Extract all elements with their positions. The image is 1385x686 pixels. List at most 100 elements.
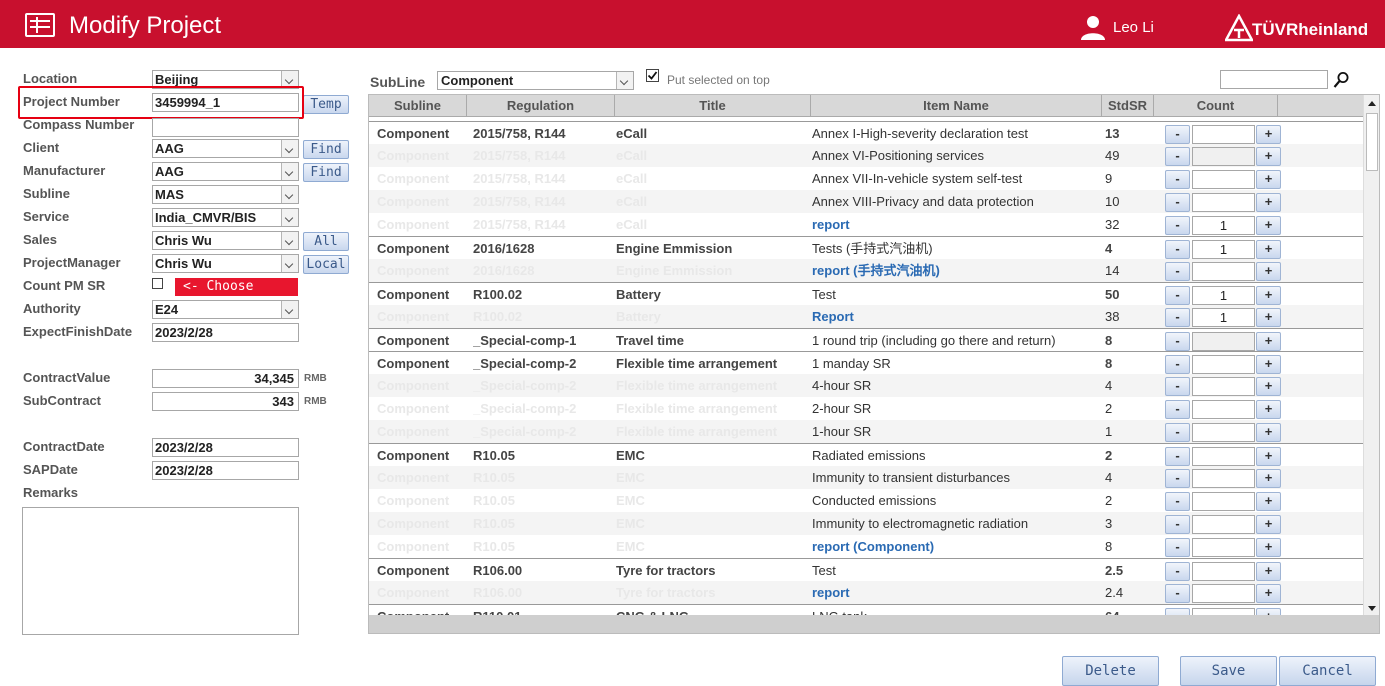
decrement-button[interactable]: - xyxy=(1165,240,1190,259)
increment-button[interactable]: + xyxy=(1256,447,1281,466)
increment-button[interactable]: + xyxy=(1256,469,1281,488)
scrollbar-thumb[interactable] xyxy=(1366,113,1378,171)
chevron-down-icon[interactable] xyxy=(281,163,298,180)
count-input[interactable] xyxy=(1192,562,1255,581)
chevron-down-icon[interactable] xyxy=(281,186,298,203)
decrement-button[interactable]: - xyxy=(1165,286,1190,305)
chevron-down-icon[interactable] xyxy=(281,209,298,226)
decrement-button[interactable]: - xyxy=(1165,355,1190,374)
remarks-textarea[interactable] xyxy=(22,507,299,635)
sales-select[interactable]: Chris Wu xyxy=(152,231,299,250)
service-select[interactable]: India_CMVR/BIS xyxy=(152,208,299,227)
expect-finish-date-input[interactable]: 2023/2/28 xyxy=(152,323,299,342)
increment-button[interactable]: + xyxy=(1256,423,1281,442)
decrement-button[interactable]: - xyxy=(1165,515,1190,534)
col-title[interactable]: Title xyxy=(615,95,811,117)
manufacturer-select[interactable]: AAG xyxy=(152,162,299,181)
col-stdsr[interactable]: StdSR xyxy=(1102,95,1154,117)
table-scrollbar[interactable] xyxy=(1363,95,1379,617)
scroll-up-icon[interactable] xyxy=(1366,98,1378,110)
decrement-button[interactable]: - xyxy=(1165,469,1190,488)
chevron-down-icon[interactable] xyxy=(281,71,298,88)
count-input[interactable]: 1 xyxy=(1192,240,1255,259)
col-count[interactable]: Count xyxy=(1154,95,1278,117)
increment-button[interactable]: + xyxy=(1256,332,1281,351)
project-manager-select[interactable]: Chris Wu xyxy=(152,254,299,273)
increment-button[interactable]: + xyxy=(1256,308,1281,327)
count-input[interactable] xyxy=(1192,262,1255,281)
decrement-button[interactable]: - xyxy=(1165,584,1190,603)
count-input[interactable]: 1 xyxy=(1192,216,1255,235)
increment-button[interactable]: + xyxy=(1256,538,1281,557)
decrement-button[interactable]: - xyxy=(1165,608,1190,617)
count-input[interactable] xyxy=(1192,125,1255,144)
count-input[interactable]: 1 xyxy=(1192,286,1255,305)
authority-select[interactable]: E24 xyxy=(152,300,299,319)
increment-button[interactable]: + xyxy=(1256,147,1281,166)
count-input[interactable] xyxy=(1192,332,1255,351)
contract-value-input[interactable]: 34,345 xyxy=(152,369,299,388)
user-name[interactable]: Leo Li xyxy=(1113,19,1154,36)
cancel-button[interactable]: Cancel xyxy=(1279,656,1376,686)
count-input[interactable] xyxy=(1192,147,1255,166)
chevron-down-icon[interactable] xyxy=(281,255,298,272)
put-selected-checkbox[interactable] xyxy=(646,69,659,82)
decrement-button[interactable]: - xyxy=(1165,193,1190,212)
location-select[interactable]: Beijing xyxy=(152,70,299,89)
count-input[interactable] xyxy=(1192,584,1255,603)
decrement-button[interactable]: - xyxy=(1165,216,1190,235)
count-input[interactable] xyxy=(1192,377,1255,396)
decrement-button[interactable]: - xyxy=(1165,400,1190,419)
temp-button[interactable]: Temp xyxy=(303,95,349,114)
decrement-button[interactable]: - xyxy=(1165,538,1190,557)
increment-button[interactable]: + xyxy=(1256,262,1281,281)
increment-button[interactable]: + xyxy=(1256,492,1281,511)
col-regulation[interactable]: Regulation xyxy=(467,95,615,117)
save-button[interactable]: Save xyxy=(1180,656,1277,686)
increment-button[interactable]: + xyxy=(1256,355,1281,374)
decrement-button[interactable]: - xyxy=(1165,332,1190,351)
sap-date-input[interactable]: 2023/2/28 xyxy=(152,461,299,480)
manufacturer-find-button[interactable]: Find xyxy=(303,163,349,182)
decrement-button[interactable]: - xyxy=(1165,423,1190,442)
chevron-down-icon[interactable] xyxy=(281,140,298,157)
chevron-down-icon[interactable] xyxy=(616,72,633,89)
decrement-button[interactable]: - xyxy=(1165,170,1190,189)
increment-button[interactable]: + xyxy=(1256,562,1281,581)
count-input[interactable] xyxy=(1192,193,1255,212)
sales-all-button[interactable]: All xyxy=(303,232,349,251)
subline-select[interactable]: MAS xyxy=(152,185,299,204)
decrement-button[interactable]: - xyxy=(1165,377,1190,396)
count-input[interactable] xyxy=(1192,608,1255,617)
count-input[interactable] xyxy=(1192,423,1255,442)
count-pm-sr-checkbox[interactable] xyxy=(152,278,163,289)
decrement-button[interactable]: - xyxy=(1165,308,1190,327)
increment-button[interactable]: + xyxy=(1256,216,1281,235)
count-input[interactable] xyxy=(1192,469,1255,488)
decrement-button[interactable]: - xyxy=(1165,125,1190,144)
increment-button[interactable]: + xyxy=(1256,608,1281,617)
count-input[interactable] xyxy=(1192,538,1255,557)
count-input[interactable]: 1 xyxy=(1192,308,1255,327)
pm-local-button[interactable]: Local xyxy=(303,255,349,274)
client-select[interactable]: AAG xyxy=(152,139,299,158)
decrement-button[interactable]: - xyxy=(1165,147,1190,166)
increment-button[interactable]: + xyxy=(1256,400,1281,419)
client-find-button[interactable]: Find xyxy=(303,140,349,159)
increment-button[interactable]: + xyxy=(1256,240,1281,259)
choose-button[interactable]: <- Choose xyxy=(175,278,298,296)
count-input[interactable] xyxy=(1192,447,1255,466)
increment-button[interactable]: + xyxy=(1256,125,1281,144)
chevron-down-icon[interactable] xyxy=(281,301,298,318)
subline-filter-select[interactable]: Component xyxy=(437,71,634,90)
contract-date-input[interactable]: 2023/2/28 xyxy=(152,438,299,457)
count-input[interactable] xyxy=(1192,515,1255,534)
count-input[interactable] xyxy=(1192,492,1255,511)
increment-button[interactable]: + xyxy=(1256,584,1281,603)
user-icon[interactable] xyxy=(1080,14,1106,40)
increment-button[interactable]: + xyxy=(1256,170,1281,189)
col-subline[interactable]: Subline xyxy=(369,95,467,117)
increment-button[interactable]: + xyxy=(1256,515,1281,534)
increment-button[interactable]: + xyxy=(1256,193,1281,212)
increment-button[interactable]: + xyxy=(1256,286,1281,305)
